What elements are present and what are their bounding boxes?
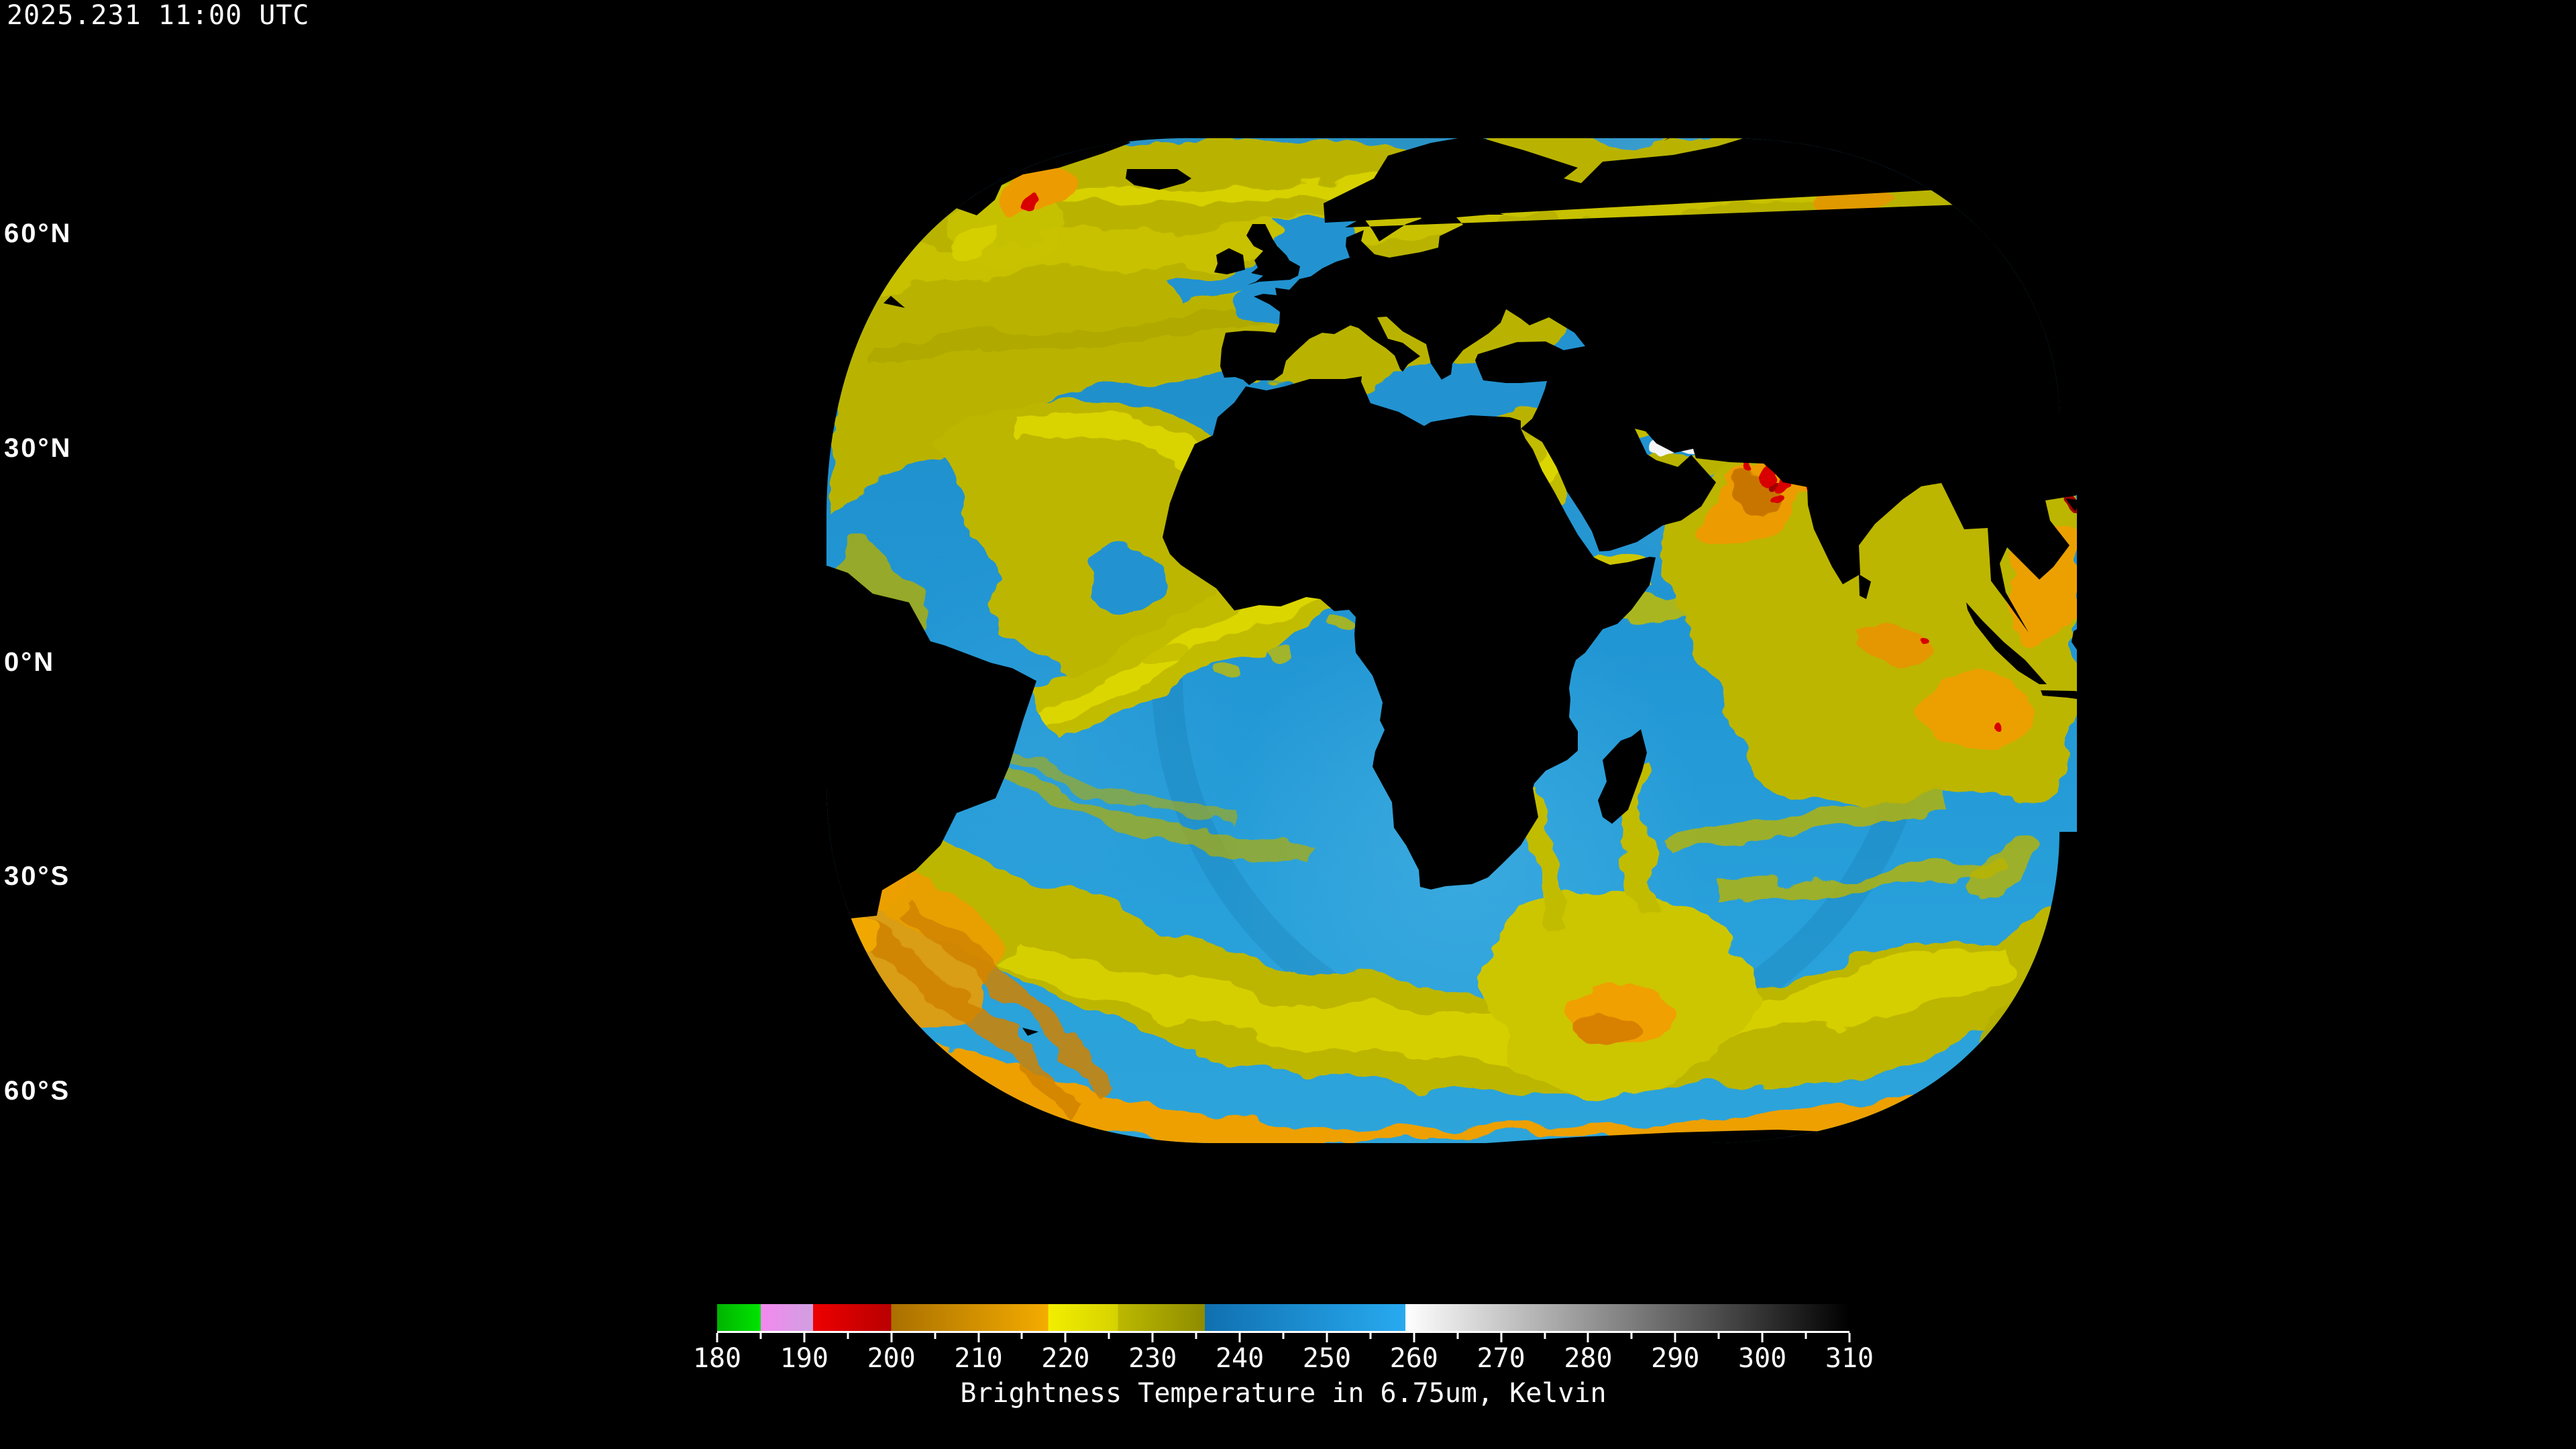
colorbar-tick — [977, 1333, 980, 1342]
colorbar-legend: 180 190 200 210 220 230 240 250 260 270 280 290 300 3… — [0, 1285, 2576, 1449]
colorbar-tick-label: 230 — [1128, 1343, 1177, 1374]
colorbar-tick — [1587, 1333, 1589, 1342]
colorbar-tick-label: 210 — [954, 1343, 1003, 1374]
colorbar-tick-label: 200 — [867, 1343, 916, 1374]
latitude-label: 60°N — [4, 219, 72, 249]
latitude-label: 30°N — [4, 433, 72, 463]
colorbar-tick — [1413, 1333, 1415, 1342]
colorbar-tick — [1282, 1333, 1285, 1339]
latitude-label: 60°S — [4, 1075, 71, 1106]
colorbar-tick — [1195, 1333, 1197, 1339]
colorbar-tick — [1151, 1333, 1154, 1342]
colorbar-tick-label: 310 — [1825, 1343, 1874, 1374]
colorbar-tick — [1369, 1333, 1372, 1339]
colorbar-tick — [716, 1333, 718, 1342]
colorbar-tick-label: 250 — [1302, 1343, 1352, 1374]
colorbar-tick-label: 220 — [1041, 1343, 1090, 1374]
latitude-label: 30°S — [4, 861, 71, 892]
colorbar-tick-label: 290 — [1651, 1343, 1700, 1374]
colorbar-tick-label: 280 — [1564, 1343, 1613, 1374]
colorbar-tick — [1761, 1333, 1764, 1342]
colorbar-tick — [1326, 1333, 1328, 1342]
colorbar-tick-label: 240 — [1215, 1343, 1265, 1374]
colorbar-tick — [1064, 1333, 1067, 1342]
colorbar-tick — [1805, 1333, 1807, 1339]
colorbar-tick — [1717, 1333, 1720, 1339]
colorbar-tick-label: 180 — [692, 1343, 742, 1374]
colorbar-tick — [803, 1333, 806, 1342]
colorbar-tick — [890, 1333, 893, 1342]
colorbar-tick — [1238, 1333, 1241, 1342]
timestamp: 2025.231 11:00 UTC — [7, 0, 310, 31]
world-map — [0, 0, 2576, 1285]
latitude-label: 0°N — [4, 647, 56, 677]
colorbar-tick-label: 300 — [1738, 1343, 1787, 1374]
colorbar-axis-line — [717, 1331, 1849, 1333]
colorbar-tick-labels: 180 190 200 210 220 230 240 250 260 270 280 290 300 3… — [693, 1343, 1874, 1374]
colorbar-tick — [1108, 1333, 1110, 1339]
colorbar-tick — [1020, 1333, 1023, 1339]
colorbar-tick-label: 270 — [1477, 1343, 1525, 1374]
colorbar-tick-label: 260 — [1389, 1343, 1438, 1374]
colorbar-title: Brightness Temperature in 6.75um, Kelvin — [960, 1378, 1607, 1409]
colorbar-tick — [1544, 1333, 1546, 1339]
colorbar-tick — [1674, 1333, 1676, 1342]
colorbar-tick — [1456, 1333, 1459, 1339]
colorbar — [717, 1304, 1849, 1331]
colorbar-ticks — [716, 1333, 1851, 1344]
colorbar-tick — [847, 1333, 849, 1339]
colorbar-tick — [934, 1333, 936, 1339]
satellite-data-swath — [826, 138, 2077, 1143]
colorbar-tick — [1630, 1333, 1633, 1339]
colorbar-tick-label: 190 — [780, 1343, 828, 1374]
colorbar-tick — [759, 1333, 762, 1339]
colorbar-tick — [1848, 1333, 1851, 1342]
colorbar-tick — [1500, 1333, 1503, 1342]
